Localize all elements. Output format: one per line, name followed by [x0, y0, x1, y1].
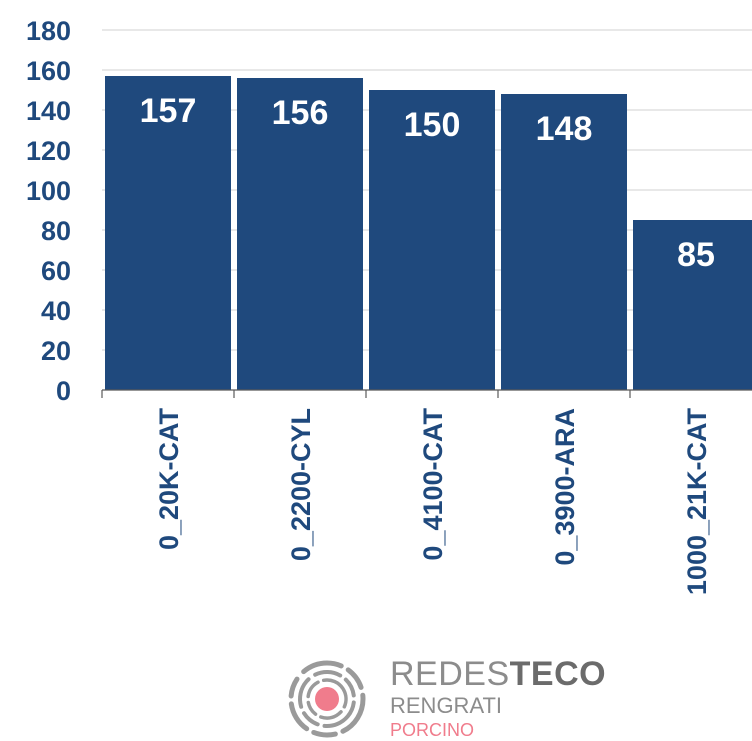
logo: REDESTECO RENGRATI PORCINO [286, 655, 606, 740]
axes [101, 389, 752, 398]
data-label: 157 [140, 92, 197, 130]
y-tick-label: 120 [26, 136, 71, 166]
y-tick-label: 140 [26, 96, 71, 126]
target-rings-icon [288, 660, 366, 738]
data-label: 85 [677, 236, 715, 274]
logo-line-3: PORCINO [390, 720, 475, 740]
data-label: 150 [404, 106, 461, 144]
x-tick-label: 0_20K-CAT [154, 407, 184, 550]
data-label: 148 [536, 110, 593, 148]
logo-line-2: RENGRATI [390, 693, 503, 718]
y-tick-label: 0 [56, 376, 71, 406]
y-tick-label: 180 [26, 16, 71, 46]
y-tick-label: 20 [41, 336, 71, 366]
x-tick-label: 1000_21K-CAT [682, 407, 712, 595]
bars [105, 76, 752, 390]
bar [501, 94, 627, 390]
bar [369, 90, 495, 390]
y-tick-label: 60 [41, 256, 71, 286]
logo-brand: REDESTECO [390, 655, 606, 693]
bar [105, 76, 231, 390]
labels: 0 20 40 60 80 100 120 140 160 180 157 0_20K-CAT 156 0… [26, 16, 715, 595]
y-tick-label: 40 [41, 296, 71, 326]
x-tick-label: 0_2200-CYL [286, 408, 316, 561]
y-tick-label: 100 [26, 176, 71, 206]
logo-brand-bold: TECO [509, 655, 607, 693]
x-tick-label: 0_4100-CAT [418, 407, 448, 560]
y-tick-label: 160 [26, 56, 71, 86]
y-tick-label: 80 [41, 216, 71, 246]
x-tick-label: 0_3900-ARA [550, 408, 580, 566]
data-label: 156 [272, 94, 329, 132]
logo-brand-light: REDES [390, 655, 510, 693]
bar [633, 220, 752, 390]
bar [237, 78, 363, 390]
